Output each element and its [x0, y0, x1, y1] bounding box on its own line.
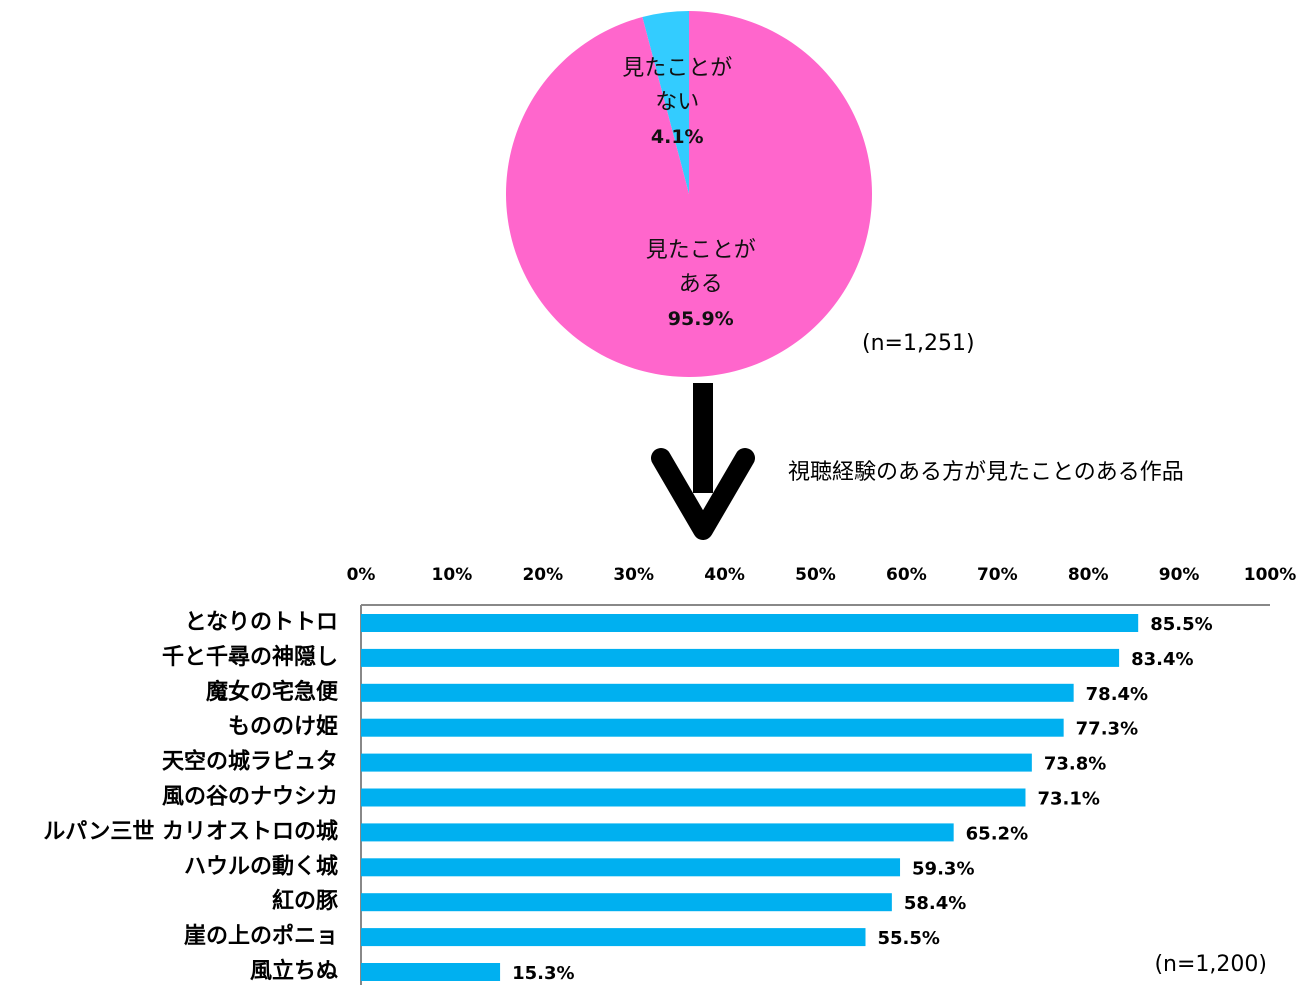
arrow-head: [651, 448, 755, 540]
bar: [361, 788, 1026, 807]
x-tick-label: 30%: [613, 565, 654, 585]
bar: [361, 753, 1032, 772]
x-tick-label: 100%: [1244, 565, 1297, 585]
bar: [361, 858, 901, 877]
category-label: 天空の城ラピュタ: [162, 749, 338, 775]
pie-note: (n=1,251): [862, 331, 975, 356]
value-label: 58.4%: [904, 893, 966, 914]
bar: [361, 823, 954, 842]
x-tick-label: 20%: [522, 565, 563, 585]
bar: [361, 648, 1120, 667]
x-tick-label: 90%: [1159, 565, 1200, 585]
value-label: 83.4%: [1131, 649, 1193, 670]
slice-label: 見たことがある 95.9%: [645, 234, 757, 336]
x-tick-label: 80%: [1068, 565, 1109, 585]
pie-slice: [505, 11, 872, 377]
value-label: 77.3%: [1076, 719, 1138, 740]
category-label: 紅の豚: [272, 888, 338, 914]
bar: [361, 683, 1074, 702]
bar: [361, 963, 501, 981]
bar: [361, 928, 866, 947]
bar: [361, 718, 1064, 737]
value-label: 65.2%: [966, 823, 1028, 844]
arrow-shaft: [693, 383, 713, 493]
value-label: 59.3%: [912, 858, 974, 879]
value-label: 15.3%: [512, 963, 574, 984]
category-label: 魔女の宅急便: [206, 679, 339, 705]
x-tick-label: 60%: [886, 565, 927, 585]
value-label: 55.5%: [877, 928, 939, 949]
category-label: もののけ姫: [228, 714, 338, 740]
value-label: 78.4%: [1086, 684, 1148, 705]
slice-label: 見たことがない 4.1%: [621, 52, 733, 154]
value-label: 85.5%: [1150, 614, 1212, 635]
pie-slice: [642, 11, 689, 194]
bar-subtitle: 視聴経験のある方が見たことのある作品: [788, 460, 1184, 485]
category-label: 風の谷のナウシカ: [162, 785, 338, 810]
x-tick-label: 10%: [432, 565, 473, 585]
bar-note: (n=1,200): [1154, 952, 1267, 977]
category-label: となりのトトロ: [185, 610, 338, 635]
value-label: 73.8%: [1044, 754, 1106, 775]
slice-name: 見たことがある: [645, 237, 756, 297]
bar: [361, 893, 892, 912]
category-label: 千と千尋の神隠し: [162, 644, 338, 670]
x-tick-label: 50%: [795, 565, 836, 585]
category-label: 風立ちぬ: [250, 958, 338, 984]
x-tick-label: 70%: [977, 565, 1018, 585]
x-tick-label: 40%: [704, 565, 745, 585]
bar: [361, 614, 1139, 632]
category-label: ルパン三世 カリオストロの城: [43, 818, 338, 844]
slice-name: 見たことがない: [622, 56, 733, 116]
value-label: 73.1%: [1037, 789, 1099, 810]
category-label: 崖の上のポニョ: [184, 923, 338, 949]
category-label: ハウルの動く城: [184, 853, 338, 879]
slice-value: 95.9%: [667, 307, 734, 330]
slice-value: 4.1%: [650, 126, 704, 149]
x-tick-label: 0%: [347, 565, 376, 585]
